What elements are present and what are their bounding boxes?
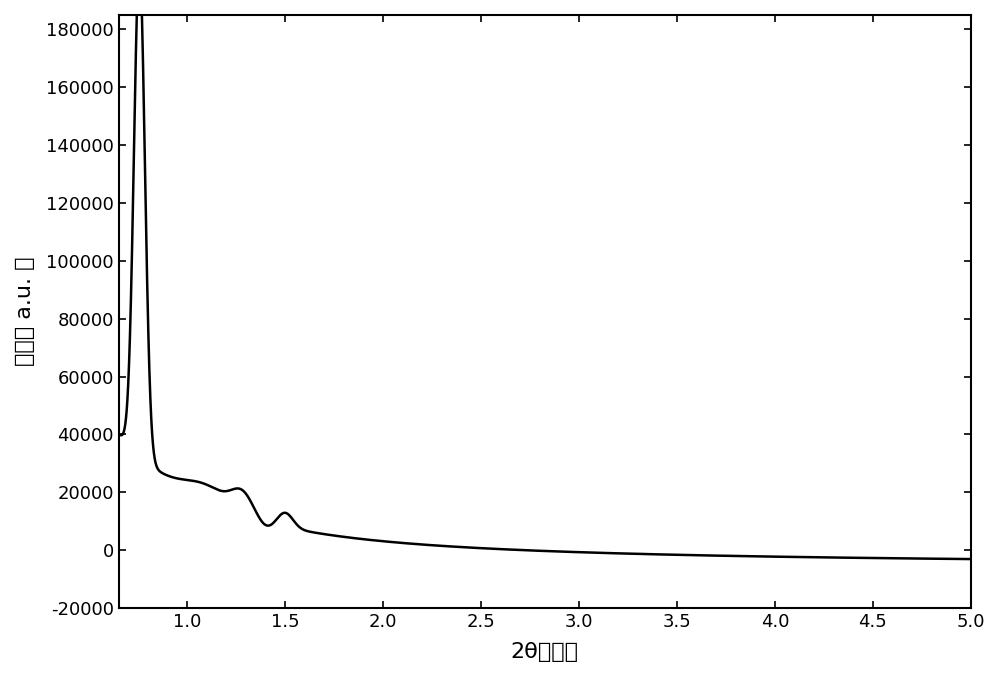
Y-axis label: 强度（ a.u. ）: 强度（ a.u. ） [15, 257, 35, 366]
X-axis label: 2θ（度）: 2θ（度） [511, 642, 579, 662]
